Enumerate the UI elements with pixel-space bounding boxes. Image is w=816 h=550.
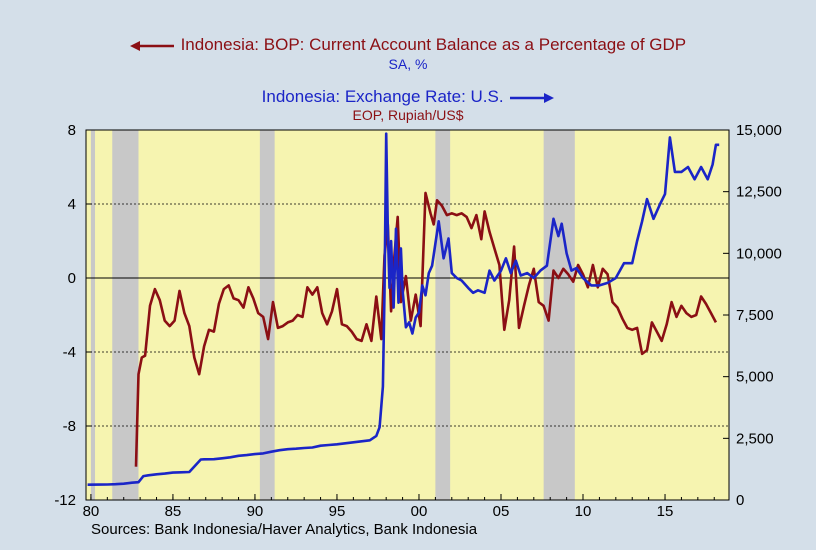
x-tick-label: 15: [657, 503, 674, 520]
recession-bands: [90, 130, 575, 500]
right-tick-label: 15,000: [736, 122, 782, 139]
left-tick-label: -12: [54, 492, 76, 509]
legend-current-account-title: Indonesia: BOP: Current Account Balance …: [180, 35, 687, 54]
legend-exchange-rate: Indonesia: Exchange Rate: U.S.: [0, 87, 816, 107]
x-tick-label: 95: [329, 503, 346, 520]
x-axis: 80 85 90 95 00 05 10 15: [83, 494, 715, 520]
right-tick-label: 10,000: [736, 245, 782, 262]
legend-exchange-rate-title: Indonesia: Exchange Rate: U.S.: [261, 87, 504, 106]
left-tick-label: -4: [63, 344, 76, 361]
left-axis: 8 4 0 -4 -8 -12: [54, 122, 92, 509]
recession-band: [259, 130, 275, 500]
series-lines: [87, 132, 720, 486]
x-tick-label: 05: [493, 503, 510, 520]
recession-band: [435, 130, 451, 500]
gridlines: [86, 203, 729, 427]
source-note: Sources: Bank Indonesia/Haver Analytics,…: [91, 521, 478, 538]
right-tick-label: 0: [736, 492, 744, 509]
current-account-line: [134, 191, 718, 467]
legend-current-account-units: SA, %: [388, 56, 428, 72]
x-tick-label: 00: [411, 503, 428, 520]
recession-band: [112, 130, 139, 500]
x-tick-label: 80: [83, 503, 100, 520]
left-tick-label: 4: [68, 196, 76, 213]
right-tick-label: 5,000: [736, 369, 774, 386]
legend-current-account: Indonesia: BOP: Current Account Balance …: [0, 35, 816, 55]
x-tick-label: 90: [247, 503, 264, 520]
x-tick-label: 85: [165, 503, 182, 520]
left-tick-label: 0: [68, 270, 76, 287]
left-tick-label: -8: [63, 418, 76, 435]
right-tick-label: 2,500: [736, 430, 774, 447]
plot-area: [86, 130, 729, 500]
right-axis: 15,000 12,500 10,000 7,500 5,000 2,500 0: [723, 122, 782, 509]
arrow-left-icon: [129, 40, 174, 51]
right-tick-label: 12,500: [736, 184, 782, 201]
exchange-rate-line: [87, 132, 720, 486]
left-tick-label: 8: [68, 122, 76, 139]
right-tick-label: 7,500: [736, 307, 774, 324]
recession-band: [90, 130, 96, 500]
arrow-right-icon: [510, 92, 555, 103]
x-tick-label: 10: [575, 503, 592, 520]
legend-exchange-rate-units: EOP, Rupiah/US$: [352, 107, 464, 123]
